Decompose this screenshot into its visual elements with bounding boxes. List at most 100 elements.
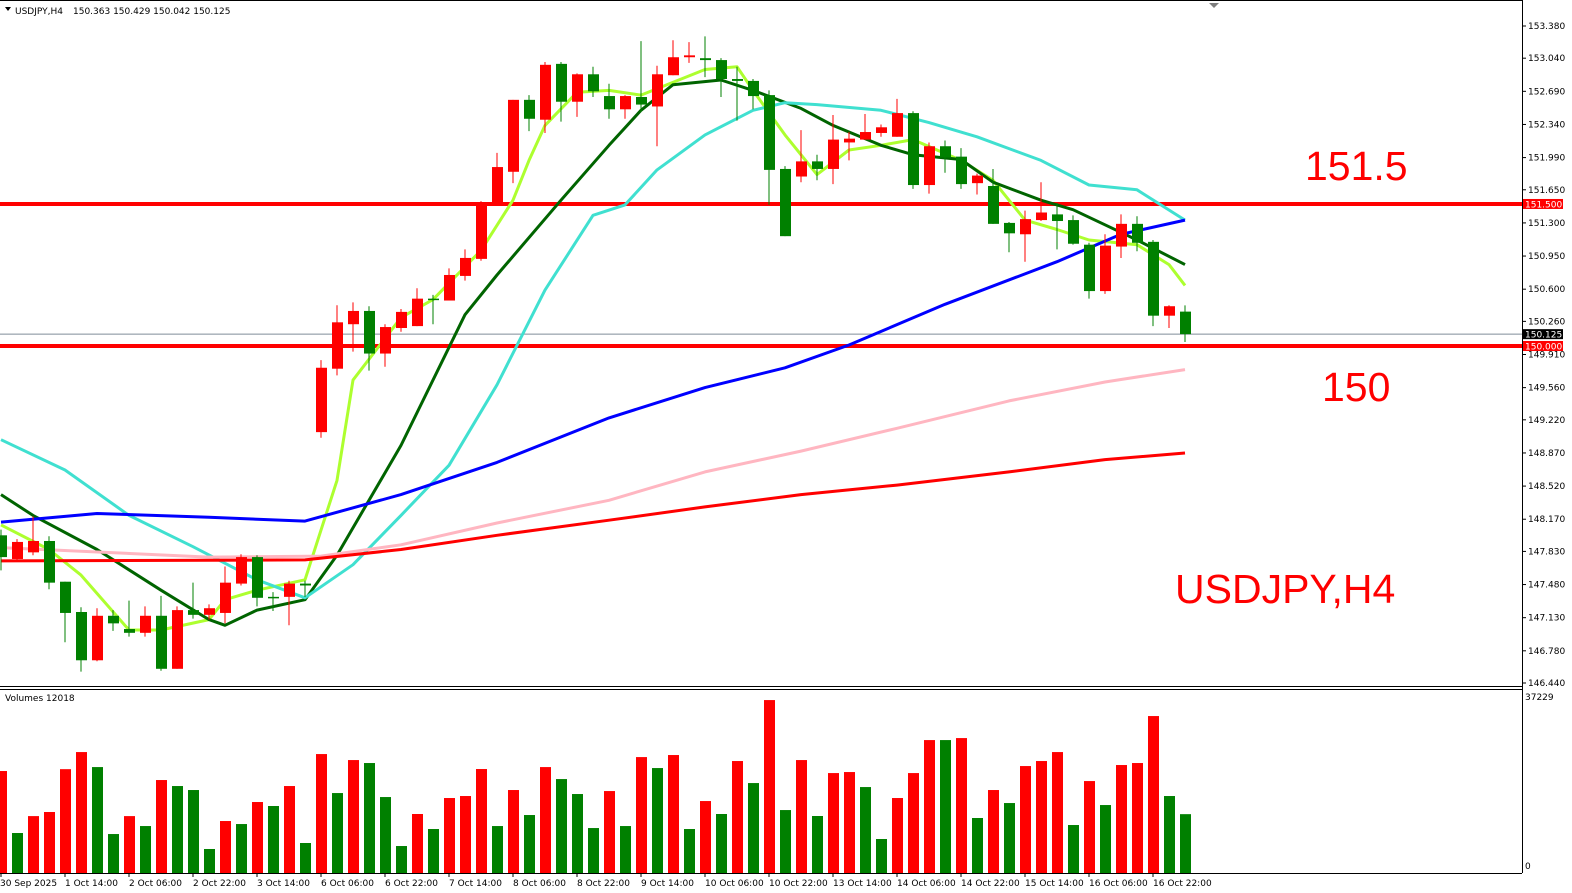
candle-body (108, 615, 119, 624)
candle (652, 65, 663, 147)
candle-body (988, 185, 999, 224)
candle (940, 140, 951, 173)
volume-bar (1052, 752, 1063, 873)
candle-body (924, 146, 935, 186)
candle-body (556, 63, 567, 102)
candle (1052, 203, 1063, 250)
price-tick-label: 148.170 (1528, 515, 1565, 525)
candle-body (764, 95, 775, 170)
candle (1116, 214, 1127, 258)
candle (780, 166, 791, 237)
candle-body (956, 156, 967, 185)
candle-body (204, 608, 215, 615)
candle (668, 40, 679, 76)
time-tick-label: 13 Oct 14:00 (833, 879, 892, 889)
volume-bar (188, 790, 199, 873)
candle-body (348, 310, 359, 325)
candle-body (0, 535, 7, 558)
candle (1132, 216, 1143, 252)
volume-bar (204, 848, 215, 873)
price-tick-label: 148.520 (1528, 482, 1565, 492)
volume-bar (268, 806, 279, 873)
candle-body (44, 540, 55, 583)
volume-bar (44, 812, 55, 873)
candle (732, 66, 743, 121)
moving-average-line (0, 218, 1186, 524)
candle-body (1180, 311, 1191, 335)
candle (220, 566, 231, 624)
volume-bar (1004, 803, 1015, 873)
volume-bar (652, 768, 663, 873)
volumes-title: Volumes 12018 (5, 694, 75, 704)
candle-body (1148, 241, 1159, 316)
volume-bar (252, 802, 263, 873)
candle-body (1084, 244, 1095, 292)
candle-body (812, 161, 823, 169)
volume-bar (796, 760, 807, 873)
volume-bar (604, 791, 615, 873)
triangle-down-icon[interactable] (5, 7, 11, 11)
price-tick-label: 150.950 (1528, 252, 1565, 262)
time-tick-label: 6 Oct 22:00 (385, 879, 438, 889)
volume-bar (924, 740, 935, 873)
chart-shift-icon[interactable] (1209, 3, 1219, 8)
candle (828, 114, 839, 185)
volume-bar (1100, 805, 1111, 873)
volume-bar (60, 769, 71, 873)
time-tick-label: 9 Oct 14:00 (641, 879, 694, 889)
price-pane[interactable] (0, 36, 1522, 672)
candle-body (1132, 223, 1143, 243)
volume-bar (364, 763, 375, 873)
level-price-tag (1523, 340, 1563, 351)
level-price-tag (1523, 198, 1563, 209)
time-tick-label: 2 Oct 06:00 (129, 879, 182, 889)
volume-bar (140, 826, 151, 873)
moving-average-line (0, 451, 1186, 563)
candle (92, 608, 103, 662)
candle-body (300, 583, 311, 586)
candle (1180, 305, 1191, 343)
candle (1100, 234, 1111, 294)
candle (268, 592, 279, 612)
candle-body (796, 161, 807, 177)
candle (748, 79, 759, 110)
volume-bar (220, 821, 231, 873)
time-tick-label: 14 Oct 06:00 (897, 879, 956, 889)
candle-body (940, 146, 951, 158)
volume-bar (284, 786, 295, 873)
price-tick-label: 153.040 (1528, 54, 1565, 64)
candle (1164, 305, 1175, 328)
volume-bar (300, 843, 311, 873)
time-tick-label: 15 Oct 14:00 (1025, 879, 1084, 889)
candle-body (268, 596, 279, 599)
candle-body (28, 540, 39, 553)
volume-bar (908, 773, 919, 873)
candle (876, 124, 887, 137)
candle-body (380, 327, 391, 354)
volume-bar (812, 816, 823, 873)
price-tick-label: 150.260 (1528, 317, 1565, 327)
candle-body (92, 615, 103, 661)
candle (700, 36, 711, 78)
volume-pane[interactable] (0, 700, 1191, 873)
price-tick-label: 150.600 (1528, 285, 1565, 295)
chart-frames (0, 0, 1523, 874)
candle-body (1036, 212, 1047, 221)
candle (476, 201, 487, 261)
volume-bar (972, 818, 983, 873)
volume-bar (92, 767, 103, 873)
candle-body (156, 615, 167, 669)
candle (508, 99, 519, 184)
candle-body (1068, 220, 1079, 244)
candle (1068, 215, 1079, 245)
time-tick-label: 14 Oct 22:00 (961, 879, 1020, 889)
candle-body (460, 257, 471, 276)
volume-bar (572, 794, 583, 873)
candle (812, 154, 823, 181)
moving-average-line (0, 78, 1186, 627)
volume-bar (412, 814, 423, 873)
volume-max-label: 37229 (1525, 693, 1554, 703)
candle-body (1164, 306, 1175, 316)
candle (988, 168, 999, 224)
